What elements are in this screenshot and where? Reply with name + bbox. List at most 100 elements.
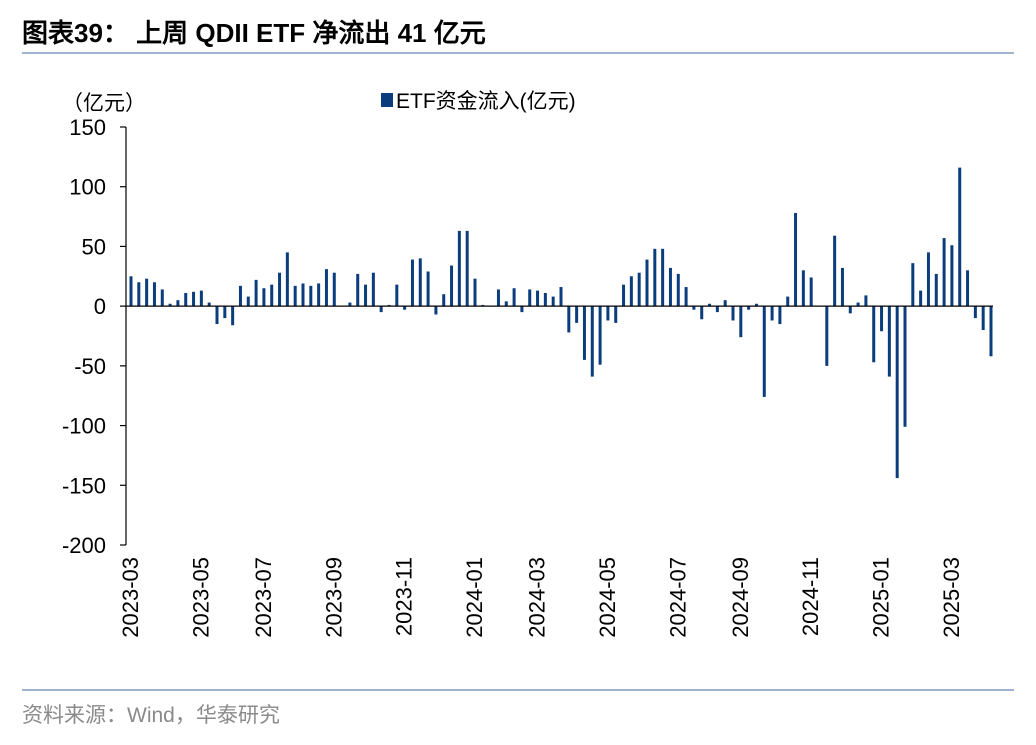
bar <box>903 306 907 427</box>
bar <box>872 306 876 363</box>
bar <box>192 291 196 307</box>
legend-label: ETF资金流入(亿元) <box>396 90 576 113</box>
bar <box>895 306 899 479</box>
bar <box>395 284 399 307</box>
x-tick-label: 2025-01 <box>869 557 894 638</box>
x-tick-label: 2024-09 <box>728 557 753 638</box>
bar <box>278 272 282 307</box>
bar <box>786 296 790 307</box>
x-tick-label: 2025-03 <box>939 557 964 638</box>
bar <box>754 303 758 307</box>
bar <box>606 306 610 321</box>
bar <box>512 288 516 307</box>
legend-swatch <box>381 93 393 107</box>
x-tick-label: 2023-09 <box>321 557 346 638</box>
bar <box>536 290 540 307</box>
bar <box>184 293 188 307</box>
bar <box>934 273 938 307</box>
bar <box>590 306 594 377</box>
bar <box>614 306 618 323</box>
bar <box>152 282 156 307</box>
bar <box>403 306 407 310</box>
bar <box>598 306 602 365</box>
y-tick-label: -100 <box>62 414 106 439</box>
bar <box>723 300 727 307</box>
bar <box>418 258 422 307</box>
bar <box>684 287 688 307</box>
bar <box>919 290 923 307</box>
bar <box>966 270 970 307</box>
bar <box>794 212 798 307</box>
bar <box>145 278 149 307</box>
bar <box>520 306 524 313</box>
source-note: 资料来源：Wind，华泰研究 <box>22 704 280 727</box>
bar <box>371 272 375 307</box>
y-tick-label: -150 <box>62 473 106 498</box>
bar <box>770 306 774 321</box>
bar <box>700 306 704 320</box>
bar <box>168 303 172 307</box>
y-tick-label: 0 <box>94 294 106 319</box>
bar <box>543 293 547 307</box>
bar <box>434 306 438 315</box>
x-tick-label: 2023-11 <box>392 557 417 636</box>
bar <box>348 302 352 307</box>
bar <box>379 306 383 313</box>
y-axis-unit: （亿元） <box>62 92 146 115</box>
bar <box>293 285 297 307</box>
bar <box>551 296 555 307</box>
bar <box>637 272 641 307</box>
bar <box>285 252 289 307</box>
bar <box>887 306 891 377</box>
chart-title: 图表39： 上周 QDII ETF 净流出 41 亿元 <box>22 18 486 48</box>
bar <box>708 303 712 307</box>
bar <box>309 285 313 307</box>
bar <box>575 306 579 323</box>
y-tick-label: -50 <box>74 354 106 379</box>
y-tick-label: 100 <box>69 175 106 200</box>
bar <box>645 259 649 307</box>
bar <box>559 287 563 307</box>
bar <box>270 284 274 307</box>
bar <box>809 277 813 307</box>
bar <box>223 306 227 319</box>
bar <box>450 265 454 307</box>
bar <box>747 306 751 310</box>
bar <box>731 306 735 321</box>
bar <box>473 278 477 307</box>
bar <box>661 248 665 307</box>
bar <box>254 279 258 307</box>
bar <box>332 272 336 307</box>
bar <box>504 301 508 307</box>
bar <box>676 273 680 307</box>
bar <box>958 167 962 307</box>
x-tick-label: 2024-07 <box>665 557 690 638</box>
bar <box>160 289 164 307</box>
bar <box>762 306 766 397</box>
bar <box>364 284 368 307</box>
bar <box>989 306 993 357</box>
bar <box>426 271 430 307</box>
y-tick-label: 50 <box>82 234 106 259</box>
bar <box>457 230 461 307</box>
bar <box>653 248 657 307</box>
bar <box>246 296 250 307</box>
bar <box>622 284 626 307</box>
bar <box>833 235 837 307</box>
bar <box>215 306 219 325</box>
x-tick-label: 2023-07 <box>251 557 276 638</box>
bar <box>238 285 242 307</box>
bar <box>950 245 954 307</box>
bar <box>496 289 500 307</box>
bar <box>973 306 977 319</box>
bar <box>629 276 633 307</box>
bar <box>465 230 469 307</box>
bar <box>324 269 328 307</box>
bar <box>582 306 586 360</box>
bar <box>317 283 321 307</box>
bar <box>825 306 829 366</box>
bar <box>176 300 180 307</box>
x-tick-label: 2024-01 <box>462 557 487 638</box>
bar <box>567 306 571 333</box>
